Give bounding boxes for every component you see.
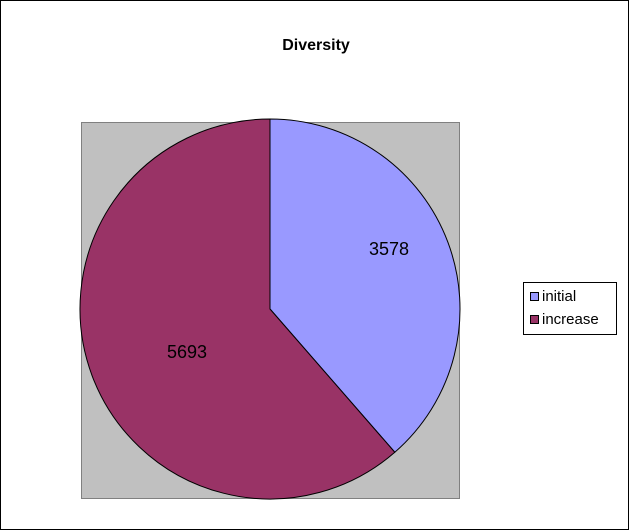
- legend-label-increase: increase: [542, 311, 599, 328]
- legend-item-initial: initial: [530, 288, 576, 305]
- legend-label-initial: initial: [542, 288, 577, 305]
- chart-title: Diversity: [282, 37, 350, 54]
- legend: initial increase: [523, 282, 617, 335]
- pie-slice-increase: [79, 118, 396, 500]
- pie-slice-initial: [269, 118, 461, 453]
- legend-item-increase: increase: [530, 311, 599, 328]
- data-label-initial: 3578: [369, 239, 409, 259]
- data-label-increase: 5693: [167, 342, 207, 362]
- legend-swatch-initial: [530, 292, 539, 301]
- legend-swatch-increase: [530, 315, 539, 324]
